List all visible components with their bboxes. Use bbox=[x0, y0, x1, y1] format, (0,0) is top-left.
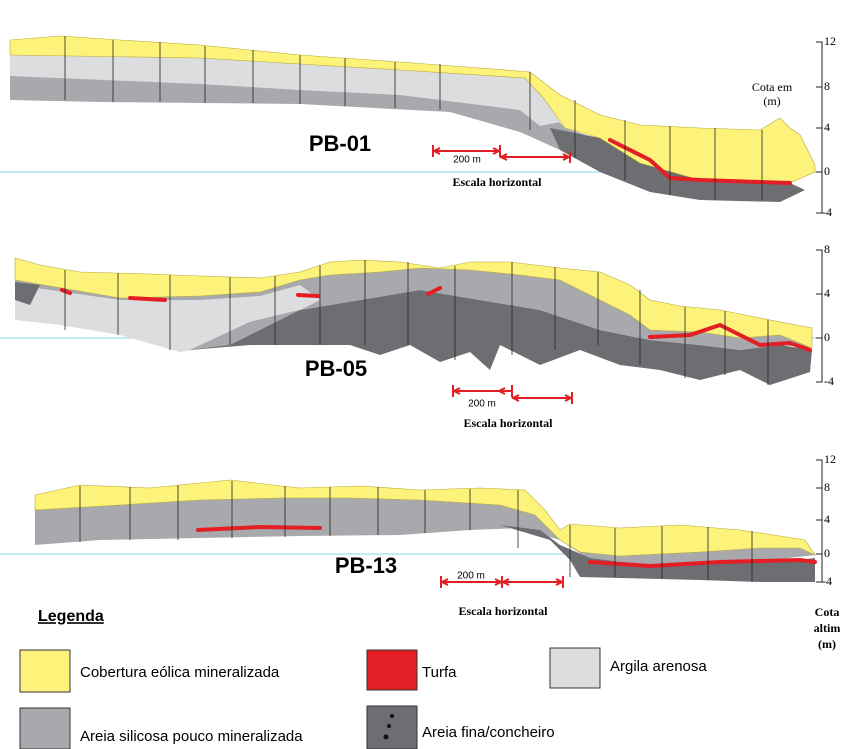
section-label: PB-01 bbox=[309, 131, 371, 156]
legend-label: Areia fina/concheiro bbox=[422, 724, 555, 741]
axis-title: altim bbox=[814, 621, 841, 635]
legend-title: Legenda bbox=[38, 608, 104, 625]
elevation-axis bbox=[816, 250, 822, 382]
elevation-axis bbox=[816, 460, 822, 582]
tick-label: 4 bbox=[824, 286, 830, 300]
tick-label: 12 bbox=[824, 452, 836, 466]
scale-title: Escala horizontal bbox=[459, 604, 549, 618]
peat bbox=[62, 290, 70, 293]
axis-title: Cota bbox=[815, 605, 840, 619]
axis-title: (m) bbox=[763, 94, 780, 108]
legend-swatch bbox=[20, 708, 70, 749]
elevation-axis bbox=[816, 42, 822, 213]
shell-dot bbox=[387, 724, 391, 728]
peat bbox=[298, 295, 318, 296]
legend: Legenda Cobertura eólica mineralizada Tu… bbox=[20, 608, 707, 749]
tick-label: 4 bbox=[824, 512, 830, 526]
diagram: 12 8 4 0 -4 Cota em (m) PB-01 200 m Esca… bbox=[0, 0, 843, 749]
tick-label: 0 bbox=[824, 546, 830, 560]
section-pb13: 12 8 4 0 -4 PB-13 200 m Escala horizonta… bbox=[0, 452, 840, 651]
tick-label: 4 bbox=[824, 120, 830, 134]
legend-label: Turfa bbox=[422, 664, 457, 681]
section-label: PB-05 bbox=[305, 356, 367, 381]
tick-label: 0 bbox=[824, 330, 830, 344]
section-label: PB-13 bbox=[335, 553, 397, 578]
legend-swatch bbox=[367, 650, 417, 690]
tick-label: 8 bbox=[824, 480, 830, 494]
tick-label: -4 bbox=[822, 205, 832, 219]
legend-label: Cobertura eólica mineralizada bbox=[80, 664, 280, 681]
section-pb01: 12 8 4 0 -4 Cota em (m) PB-01 200 m Esca… bbox=[0, 34, 836, 219]
legend-swatch bbox=[20, 650, 70, 692]
scale-label: 200 m bbox=[453, 155, 481, 166]
scale-label: 200 m bbox=[468, 399, 496, 410]
shell-dot bbox=[390, 714, 394, 718]
scale-title: Escala horizontal bbox=[453, 175, 543, 189]
peat bbox=[130, 298, 165, 300]
scale-label: 200 m bbox=[457, 571, 485, 582]
tick-label: 0 bbox=[824, 164, 830, 178]
legend-swatch bbox=[550, 648, 600, 688]
axis-title: Cota em bbox=[752, 80, 793, 94]
section-pb05: 8 4 0 -4 PB-05 200 m Escala horizontal bbox=[0, 242, 834, 430]
legend-label: Areia silicosa pouco mineralizada bbox=[80, 728, 303, 745]
tick-label: -4 bbox=[822, 574, 832, 588]
legend-swatch bbox=[367, 706, 417, 749]
legend-label: Argila arenosa bbox=[610, 658, 707, 675]
tick-label: 12 bbox=[824, 34, 836, 48]
shell-dot bbox=[384, 735, 389, 740]
tick-label: -4 bbox=[824, 374, 834, 388]
tick-label: 8 bbox=[824, 242, 830, 256]
tick-label: 8 bbox=[824, 79, 830, 93]
scale-title: Escala horizontal bbox=[464, 416, 554, 430]
axis-title: (m) bbox=[818, 637, 836, 651]
